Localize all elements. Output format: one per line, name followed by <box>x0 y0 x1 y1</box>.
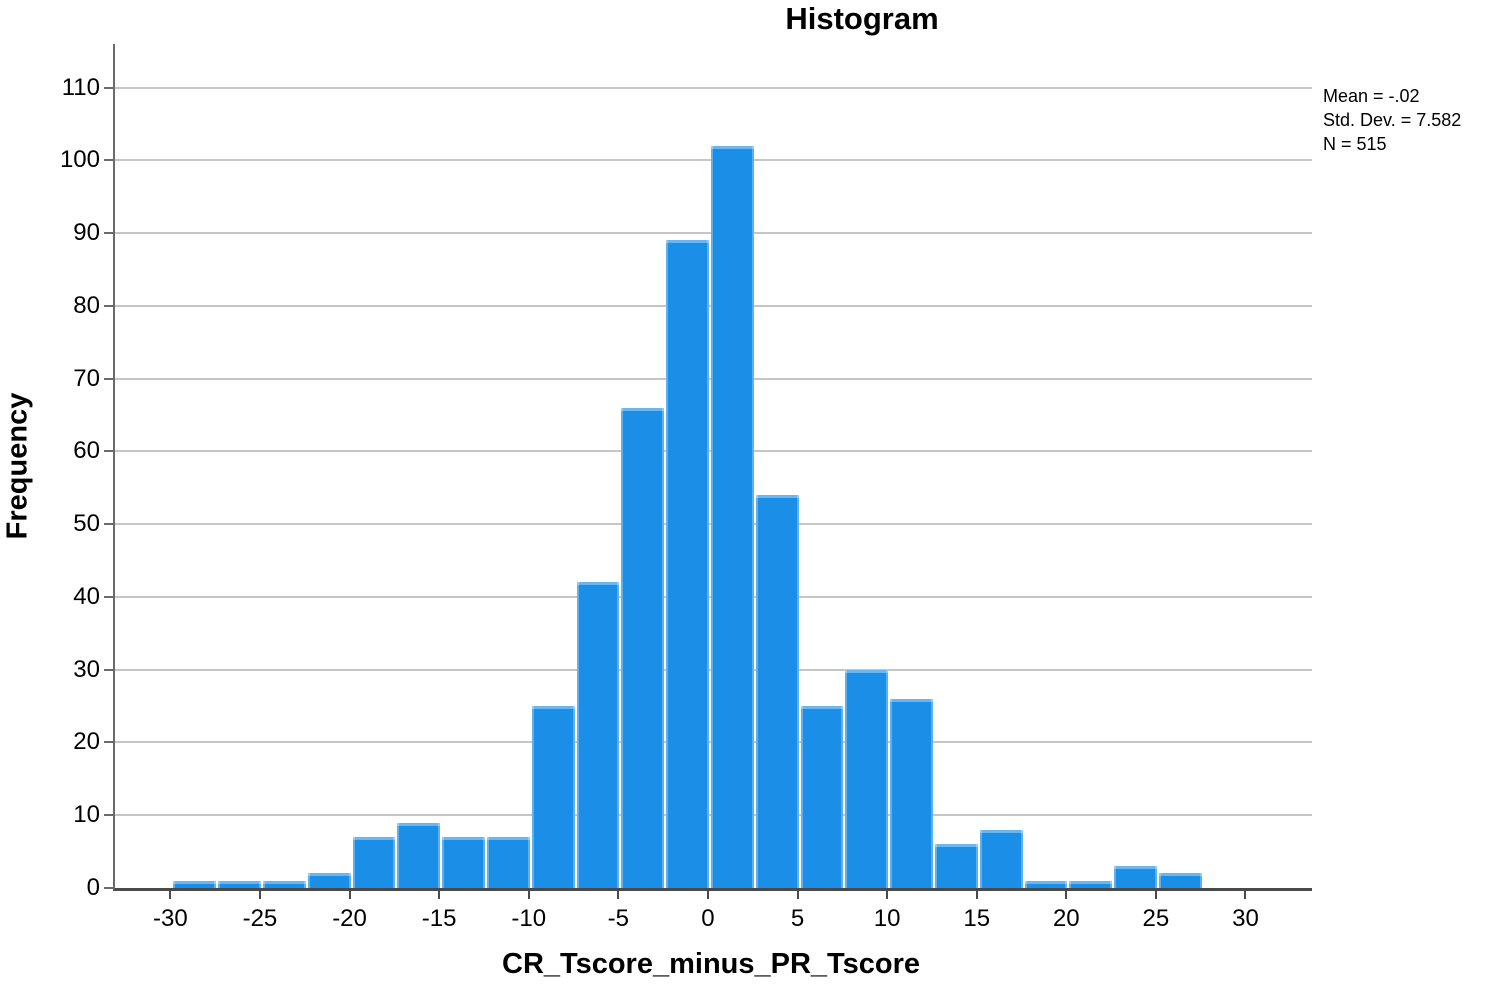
y-tick-label: 20 <box>73 728 100 756</box>
y-tick <box>104 741 113 744</box>
x-tick-label: 15 <box>963 905 991 932</box>
histogram-bar <box>1024 880 1068 888</box>
histogram-bar <box>1069 880 1113 888</box>
histogram-bar <box>1114 866 1157 888</box>
histogram-bar <box>979 829 1023 888</box>
x-tick <box>1244 891 1247 899</box>
x-tick-label: 0 <box>701 905 715 932</box>
x-tick-label: 25 <box>1142 905 1170 932</box>
histogram-bar <box>352 837 396 888</box>
y-tick-label: 0 <box>86 874 100 901</box>
histogram-bar <box>845 669 889 888</box>
y-tick <box>104 450 113 453</box>
x-tick <box>1154 891 1157 899</box>
x-tick <box>438 891 441 899</box>
y-tick-label: 60 <box>73 437 100 465</box>
x-tick <box>706 891 709 899</box>
x-tick <box>258 891 261 899</box>
histogram-bar <box>531 706 575 888</box>
y-tick <box>104 595 113 598</box>
stat-n: N = 515 <box>1323 134 1387 154</box>
y-tick <box>104 232 113 235</box>
histogram-bar <box>800 706 844 888</box>
x-tick-label: 30 <box>1232 905 1259 932</box>
histogram-bar <box>442 837 485 888</box>
x-tick <box>1065 891 1068 899</box>
y-tick-label: 30 <box>73 655 100 683</box>
x-tick-label: 20 <box>1052 905 1080 932</box>
y-tick-label: 90 <box>73 219 100 247</box>
x-tick <box>617 891 620 899</box>
y-tick-label: 10 <box>73 801 100 829</box>
histogram-bar <box>1158 873 1202 888</box>
stat-mean: Mean = -.02 <box>1323 86 1420 106</box>
histogram-bar <box>218 880 261 888</box>
histogram-bar <box>262 880 306 888</box>
y-tick <box>104 377 113 380</box>
y-tick-label: 50 <box>73 510 100 538</box>
y-tick <box>104 523 113 526</box>
histogram-bar <box>755 495 799 888</box>
y-tick <box>104 668 113 671</box>
y-tick-label: 110 <box>61 73 100 101</box>
histogram-bar <box>397 822 441 888</box>
histogram-bar <box>621 407 665 888</box>
x-tick <box>527 891 530 899</box>
y-tick-label: 40 <box>73 582 100 610</box>
x-tick-label: -15 <box>421 905 457 932</box>
y-tick-label: 100 <box>59 146 100 174</box>
stat-std-dev: Std. Dev. = 7.582 <box>1323 110 1462 130</box>
x-tick <box>886 891 889 899</box>
x-tick-label: -10 <box>511 905 547 932</box>
y-tick <box>104 887 113 889</box>
x-tick-label: -30 <box>152 905 188 932</box>
y-tick-label: 70 <box>73 364 100 392</box>
x-tick <box>169 891 172 899</box>
gridline-y-110 <box>115 86 1312 89</box>
x-tick-label: -20 <box>332 905 367 932</box>
x-tick <box>975 891 978 899</box>
histogram-bar <box>666 240 709 888</box>
x-tick-label: 10 <box>873 905 901 932</box>
histogram-bar <box>576 582 620 888</box>
x-tick-label: -25 <box>242 905 278 932</box>
y-tick-label: 80 <box>73 291 100 319</box>
chart-title: Histogram <box>785 1 939 36</box>
histogram-bar <box>710 145 754 888</box>
x-tick-label: 5 <box>790 905 805 932</box>
stats-box: Mean = -.02 Std. Dev. = 7.582 N = 515 <box>1323 84 1461 156</box>
y-tick <box>104 86 113 89</box>
x-tick <box>796 891 799 899</box>
histogram-bar <box>934 844 978 888</box>
x-tick <box>348 891 351 899</box>
y-tick <box>104 814 113 817</box>
histogram-bar <box>173 880 217 888</box>
plot-area <box>113 44 1312 891</box>
x-tick-label: -5 <box>607 905 629 932</box>
histogram-bar <box>890 698 933 888</box>
y-tick <box>104 159 113 162</box>
histogram-bar <box>307 873 351 888</box>
histogram-bar <box>486 837 530 888</box>
x-axis-title: CR_Tscore_minus_PR_Tscore <box>502 948 920 980</box>
y-tick <box>104 304 113 307</box>
